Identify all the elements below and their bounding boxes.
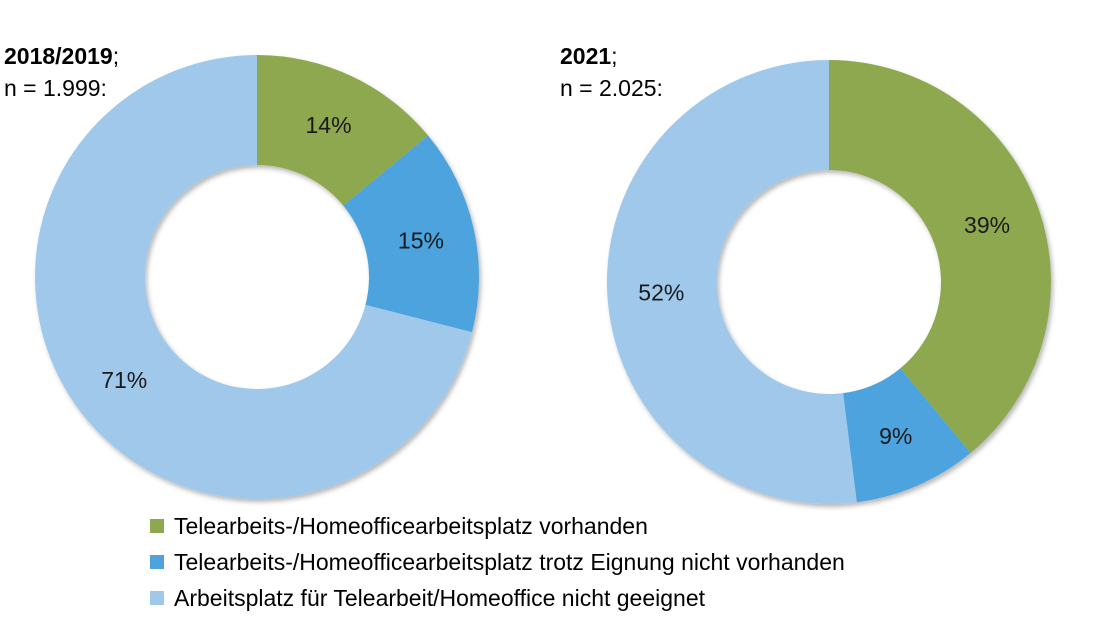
donut-2021: 39% 9% 52% (606, 60, 1051, 505)
title-suffix: ; (113, 43, 119, 69)
chart-subtitle-2018-2019: n = 1.999: (4, 75, 107, 101)
slice-nicht-geeignet (606, 60, 857, 505)
title-year: 2018/2019 (4, 43, 113, 69)
legend-swatch (150, 555, 164, 569)
legend-swatch (150, 591, 164, 605)
data-label: 15% (398, 227, 444, 253)
data-label: 9% (879, 423, 912, 449)
chart-subtitle-2021: n = 2.025: (560, 75, 663, 101)
legend-item-vorhanden: Telearbeits-/Homeofficearbeitsplatz vorh… (150, 508, 845, 544)
donut-ring (606, 60, 1051, 505)
title-suffix: ; (611, 43, 617, 69)
data-label: 39% (964, 212, 1010, 238)
slice-vorhanden (257, 55, 429, 206)
legend-label: Telearbeits-/Homeofficearbeitsplatz trot… (174, 548, 845, 575)
legend-label: Telearbeits-/Homeofficearbeitsplatz vorh… (174, 512, 648, 539)
chart-title-2021: 2021; (560, 43, 618, 69)
legend-swatch (150, 519, 164, 533)
data-label: 14% (306, 112, 352, 138)
data-label: 71% (101, 367, 147, 393)
slice-vorhanden (829, 60, 1051, 454)
slice-trotz-eignung (843, 368, 971, 503)
slice-trotz-eignung (343, 135, 479, 333)
legend: Telearbeits-/Homeofficearbeitsplatz vorh… (150, 508, 845, 616)
legend-item-nicht-geeignet: Arbeitsplatz für Telearbeit/Homeoffice n… (150, 580, 845, 616)
legend-label: Arbeitsplatz für Telearbeit/Homeoffice n… (174, 584, 706, 611)
donut-2018-2019: 14% 15% 71% (34, 55, 479, 499)
title-year: 2021 (560, 43, 611, 69)
slice-nicht-geeignet (34, 55, 473, 499)
data-label: 52% (638, 280, 684, 306)
chart-title-2018-2019: 2018/2019; (4, 43, 119, 69)
legend-item-trotz-eignung: Telearbeits-/Homeofficearbeitsplatz trot… (150, 544, 845, 580)
donut-ring (34, 55, 479, 499)
